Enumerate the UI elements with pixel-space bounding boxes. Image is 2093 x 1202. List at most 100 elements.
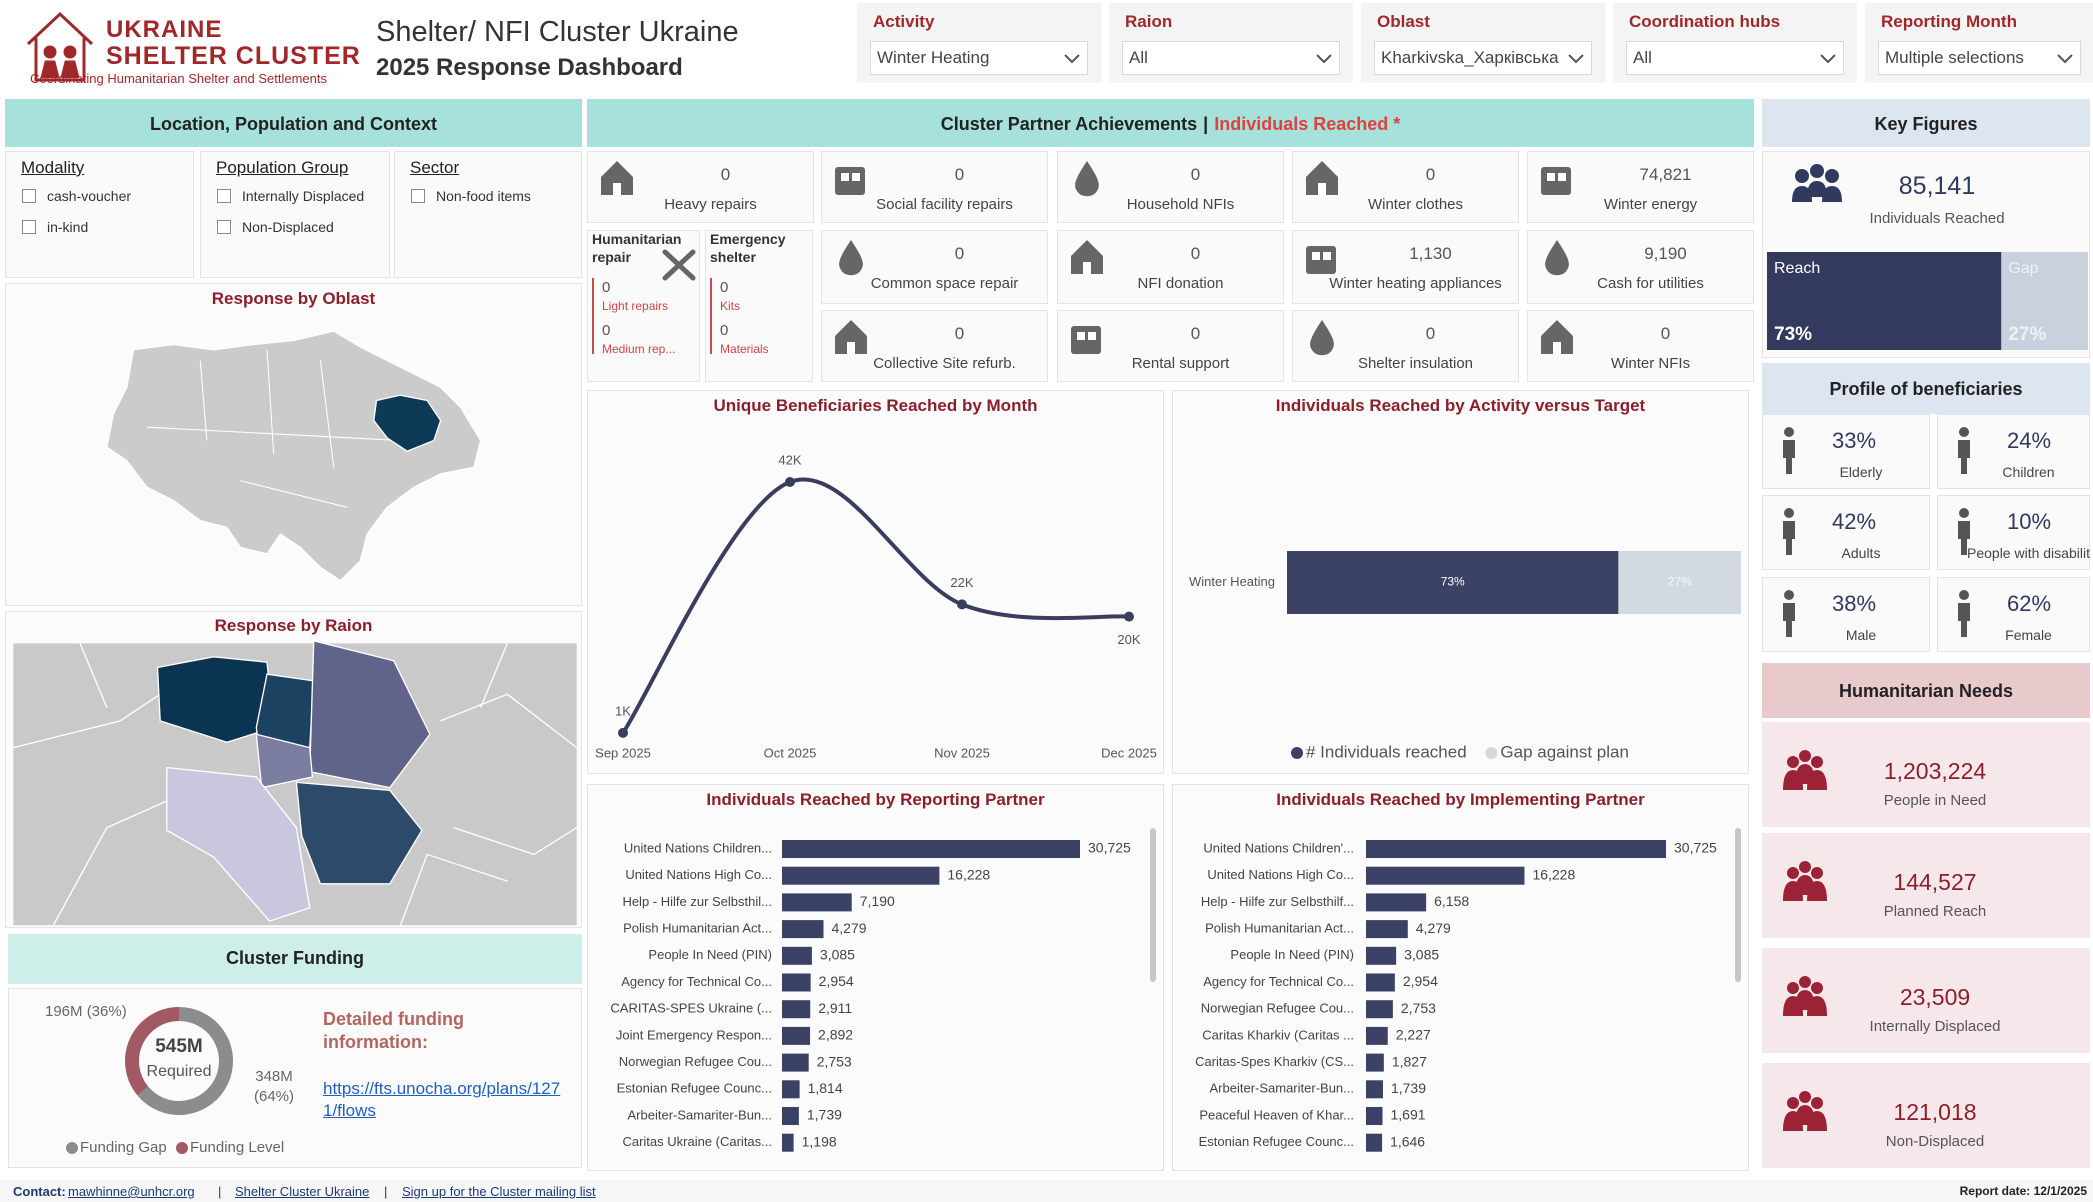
needs-label: Internally Displaced	[1869, 1018, 2001, 1035]
section-header	[8, 934, 582, 984]
title-part: |	[1203, 114, 1209, 134]
logo-tagline: Coordinating Humanitarian Shelter and Se…	[30, 71, 328, 86]
checkbox[interactable]	[411, 189, 425, 203]
filter-dropdown[interactable]	[1878, 41, 2081, 75]
filter-dropdown[interactable]	[1122, 41, 1340, 75]
tile-value: 0	[1190, 324, 1201, 343]
filter-label: Coordination hubs	[1629, 12, 1781, 31]
tile-label: Social facility repairs	[876, 196, 1013, 213]
slicer-option: Non-Displaced	[242, 219, 334, 235]
chart-panel	[587, 390, 1164, 774]
tile-label: Winter heating appliances	[1329, 275, 1502, 292]
achievement-tile	[1527, 230, 1754, 304]
tile-value: 0	[1425, 165, 1436, 184]
mailing-link[interactable]: Sign up for the Cluster mailing list	[402, 1184, 596, 1199]
chart-title: Unique Beneficiaries Reached by Month	[713, 396, 1038, 415]
filter-label: Raion	[1125, 12, 1173, 31]
tile-label: Shelter insulation	[1357, 355, 1474, 372]
achievement-tile	[1057, 230, 1284, 304]
needs-value: 144,527	[1893, 869, 1977, 895]
tile-label: NFI donation	[1137, 275, 1224, 292]
slicer-option: in-kind	[47, 219, 89, 235]
funding-info-title: Detailed funding information:	[323, 1009, 464, 1052]
needs-label: People in Need	[1883, 792, 1987, 809]
key-label: Individuals Reached	[1869, 210, 2005, 227]
slicer-box	[394, 151, 582, 278]
tile-label: Household NFIs	[1126, 196, 1235, 213]
section-header	[1762, 663, 2090, 718]
logo-line1: UKRAINE	[106, 16, 223, 43]
filter-dropdown[interactable]	[1626, 41, 1844, 75]
chart-title: Individuals Reached by Activity versus T…	[1275, 396, 1646, 415]
filter-label: Activity	[873, 12, 935, 31]
tile-label: Winter NFIs	[1610, 355, 1691, 372]
slice-label: 348M (64%)	[253, 1068, 294, 1105]
filter-dropdown[interactable]	[1374, 41, 1592, 75]
filter-value: Kharkivska_Харківська	[1381, 48, 1559, 67]
tile-label: Collective Site refurb.	[873, 355, 1016, 372]
funding-link[interactable]: https://fts.unocha.org/plans/1271/flows	[323, 1079, 561, 1120]
section-header	[5, 99, 582, 147]
dashboard-subtitle: 2025 Response Dashboard	[376, 54, 683, 81]
group-value: 0	[602, 322, 611, 339]
map-title: Response by Oblast	[211, 289, 376, 308]
funding-panel	[8, 988, 582, 1168]
needs-value: 23,509	[1899, 984, 1971, 1010]
slicer-option: Internally Displaced	[242, 188, 365, 204]
tile-value: 1,130	[1409, 244, 1452, 263]
chart-panel	[587, 784, 1164, 1171]
profile-value: 24%	[2007, 428, 2052, 453]
tile-value: 0	[720, 165, 731, 184]
slicer-title: Population Group	[216, 158, 349, 177]
tile-value: 9,190	[1644, 244, 1687, 263]
group-title: Humanitarian repair	[592, 231, 682, 265]
tile-label: Rental support	[1131, 355, 1230, 372]
site-link[interactable]: Shelter Cluster Ukraine	[235, 1184, 370, 1199]
group-label: Medium rep...	[602, 342, 676, 356]
email-link[interactable]: mawhinne@unhcr.org	[68, 1184, 195, 1199]
slicer-title: Modality	[21, 158, 85, 177]
section-header	[1762, 363, 2090, 414]
group-value: 0	[720, 279, 729, 296]
slicer-box	[5, 151, 194, 278]
chart-panel	[1172, 390, 1749, 774]
checkbox[interactable]	[22, 220, 36, 234]
profile-label: Elderly	[1839, 464, 1883, 480]
checkbox[interactable]	[22, 189, 36, 203]
section-header	[587, 99, 1754, 147]
group-label: Light repairs	[602, 299, 669, 313]
section-title: Location, Population and Context	[150, 114, 437, 134]
footer	[0, 1180, 2093, 1202]
contact-label: Contact:	[13, 1184, 66, 1199]
tile-label: Common space repair	[870, 275, 1019, 292]
filter-value: Multiple selections	[1885, 48, 2024, 67]
section-title: Profile of beneficiaries	[1829, 379, 2023, 399]
separator: |	[384, 1184, 388, 1199]
tile-value: 0	[954, 244, 965, 263]
profile-label: Children	[2002, 464, 2055, 480]
chart-title: Individuals Reached by Reporting Partner	[706, 790, 1045, 809]
map-panel	[5, 283, 582, 606]
checkbox[interactable]	[217, 220, 231, 234]
chart-panel	[1172, 784, 1749, 1171]
logo-line2: SHELTER CLUSTER	[106, 42, 361, 70]
chart-title: Individuals Reached by Implementing Part…	[1276, 790, 1645, 809]
filter-label: Oblast	[1377, 12, 1430, 31]
slice-label: 196M (36%)	[45, 1003, 127, 1020]
profile-value: 42%	[1832, 509, 1877, 534]
section-header	[1762, 99, 2090, 147]
profile-value: 62%	[2007, 591, 2052, 616]
filter-dropdown[interactable]	[870, 41, 1088, 75]
filter-label: Reporting Month	[1881, 12, 2017, 31]
tile-value: 0	[1660, 324, 1671, 343]
achievement-tile	[1292, 230, 1519, 304]
checkbox[interactable]	[217, 189, 231, 203]
key-value: 85,141	[1898, 172, 1976, 200]
slicer-box	[200, 151, 390, 278]
profile-value: 38%	[1832, 591, 1877, 616]
section-title: Humanitarian Needs	[1838, 681, 2014, 701]
achievement-tile	[821, 230, 1048, 304]
group-label: Materials	[720, 342, 769, 356]
group-label: Kits	[720, 299, 741, 313]
needs-label: Planned Reach	[1883, 903, 1987, 920]
